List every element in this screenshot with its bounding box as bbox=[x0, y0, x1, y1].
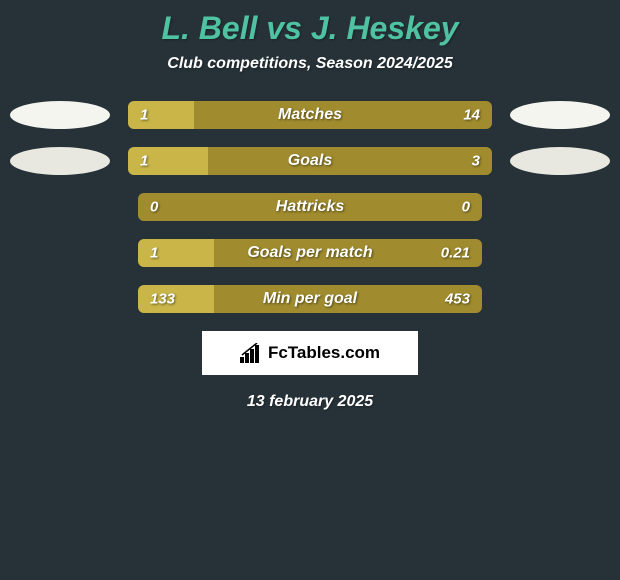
stat-value-right: 453 bbox=[445, 291, 470, 308]
stat-row: 0 Hattricks 0 bbox=[10, 193, 610, 221]
stat-value-right: 14 bbox=[463, 107, 480, 124]
stat-row: 1 Matches 14 bbox=[10, 101, 610, 129]
stat-label: Goals per match bbox=[247, 244, 372, 262]
page-title: L. Bell vs J. Heskey bbox=[0, 0, 620, 55]
stat-value-left: 1 bbox=[150, 245, 158, 262]
footer-date: 13 february 2025 bbox=[0, 393, 620, 411]
stat-value-left: 133 bbox=[150, 291, 175, 308]
stat-bar: 1 Goals 3 bbox=[128, 147, 492, 175]
stats-section: 1 Matches 14 1 Goals 3 0 Hattricks 0 1 Goals per m… bbox=[0, 101, 620, 313]
logo-box: FcTables.com bbox=[202, 331, 418, 375]
stat-bar: 0 Hattricks 0 bbox=[138, 193, 482, 221]
player-badge-right bbox=[510, 147, 610, 175]
stat-value-right: 0.21 bbox=[441, 245, 470, 262]
page-subtitle: Club competitions, Season 2024/2025 bbox=[0, 55, 620, 101]
stat-label: Hattricks bbox=[276, 198, 344, 216]
stat-bar: 1 Matches 14 bbox=[128, 101, 492, 129]
chart-icon bbox=[240, 343, 264, 363]
stat-row: 133 Min per goal 453 bbox=[10, 285, 610, 313]
player-badge-right bbox=[510, 101, 610, 129]
main-container: L. Bell vs J. Heskey Club competitions, … bbox=[0, 0, 620, 411]
stat-bar: 1 Goals per match 0.21 bbox=[138, 239, 482, 267]
logo-content: FcTables.com bbox=[240, 343, 380, 363]
stat-value-left: 0 bbox=[150, 199, 158, 216]
stat-label: Min per goal bbox=[263, 290, 357, 308]
stat-row: 1 Goals 3 bbox=[10, 147, 610, 175]
stat-label: Goals bbox=[288, 152, 332, 170]
stat-value-right: 0 bbox=[462, 199, 470, 216]
stat-value-left: 1 bbox=[140, 107, 148, 124]
stat-value-left: 1 bbox=[140, 153, 148, 170]
stat-bar: 133 Min per goal 453 bbox=[138, 285, 482, 313]
stat-value-right: 3 bbox=[472, 153, 480, 170]
stat-row: 1 Goals per match 0.21 bbox=[10, 239, 610, 267]
stat-bar-fill bbox=[128, 101, 194, 129]
logo-text: FcTables.com bbox=[268, 343, 380, 363]
stat-label: Matches bbox=[278, 106, 342, 124]
player-badge-left bbox=[10, 147, 110, 175]
player-badge-left bbox=[10, 101, 110, 129]
